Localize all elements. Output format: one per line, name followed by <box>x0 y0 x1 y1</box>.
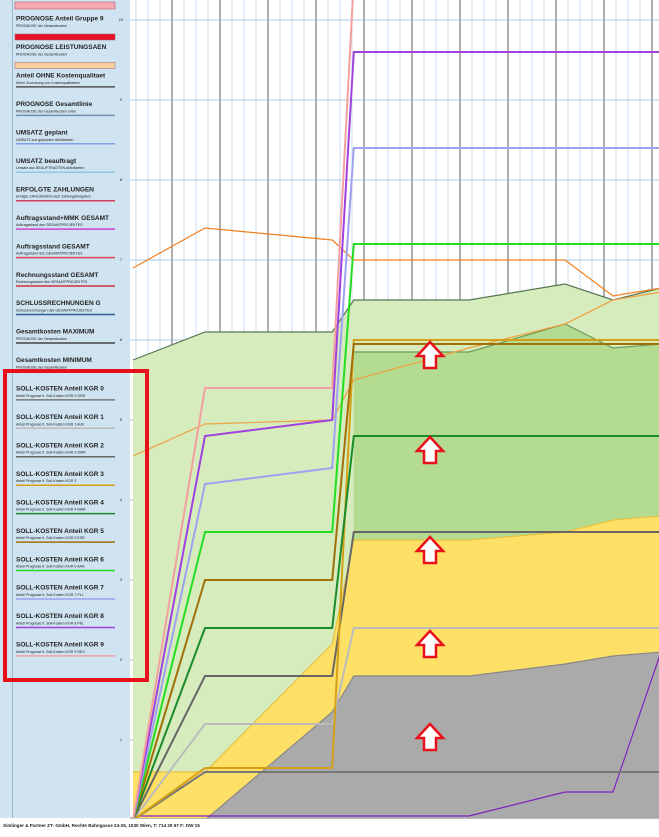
legend-label: PROGNOSE Anteil Gruppe 9 <box>16 16 104 23</box>
legend-label: Auftragsstand GESAMT <box>16 243 90 250</box>
legend-description: PROGNOSE der Gesamtkosten <box>16 24 67 28</box>
legend-label: SOLL-KOSTEN Anteil KGR 9 <box>16 642 104 649</box>
legend-description: Erfolgte ZAHLUNGEN nach Zahlungsfreigabe… <box>16 195 91 199</box>
legend-description: Anteil Prognose lt. Soll-Kosten KGR 1 AU… <box>16 422 85 426</box>
legend-description: Anteil Prognose lt. Soll-Kosten KGR 2 BW… <box>16 451 86 455</box>
y-tick-label: 9 <box>120 97 123 102</box>
legend-label: Anteil OHNE Kostenqualitaet <box>16 73 106 80</box>
line <box>132 291 659 457</box>
y-tick-label: 5 <box>120 417 123 422</box>
line <box>132 147 659 818</box>
legend-panel <box>0 0 130 818</box>
line <box>134 771 659 818</box>
legend-description: PROGNOSE der Gesamtkosten <box>16 52 67 56</box>
legend-label: SOLL-KOSTEN Anteil KGR 2 <box>16 442 104 449</box>
legend-label: SOLL-KOSTEN Anteil KGR 6 <box>16 556 104 563</box>
line <box>132 227 659 297</box>
line <box>132 243 659 818</box>
annotations <box>414 340 446 752</box>
y-tick-label: 4 <box>120 497 123 502</box>
line <box>133 655 659 817</box>
legend-label: SOLL-KOSTEN Anteil KGR 1 <box>16 414 104 421</box>
legend-label: Gesamtkosten MINIMUM <box>16 357 92 364</box>
legend-label: SOLL-KOSTEN Anteil KGR 0 <box>16 386 104 393</box>
footer: Simlinger & Partner ZT- GmbH, Rechte Bah… <box>3 823 200 828</box>
arrow <box>414 722 446 752</box>
legend-description: Schlussrechnungen des GESAMTPROJEKTES <box>16 308 93 312</box>
legend-description: Anteil Prognose lt. Soll-Kosten KGR 5 ES… <box>16 536 85 540</box>
legend-label: SOLL-KOSTEN Anteil KGR 4 <box>16 499 104 506</box>
line <box>133 627 659 818</box>
legend-description: Anteil Prognose lt. Soll-Kosten KGR 9 RE… <box>16 650 85 654</box>
legend-label: PROGNOSE LEISTUNGSAEN <box>16 44 107 51</box>
legend-swatch <box>14 33 116 41</box>
legend-description: Keine Zuordnung von Kostenqualitaeten <box>16 81 80 85</box>
legend-description: PROGNOSE der Gesamtkosten unter <box>16 109 77 113</box>
legend-label: SOLL-KOSTEN Anteil KGR 7 <box>16 585 104 592</box>
line <box>132 0 354 818</box>
arrow <box>414 340 446 370</box>
line <box>132 435 659 818</box>
legend-label: SCHLUSSRECHNUNGEN G <box>16 300 101 307</box>
arrow <box>414 535 446 565</box>
legend-description: Auftragsstand des GESAMTPROJEKTES <box>16 252 83 256</box>
legend-label: PROGNOSE Gesamtlinie <box>16 101 93 108</box>
legend-swatch <box>14 62 116 69</box>
y-tick-label: 8 <box>120 177 123 182</box>
legend-label: Rechnungsstand GESAMT <box>16 272 98 279</box>
line <box>132 343 659 818</box>
legend-description: Anteil Prognose lt. Soll-Kosten KGR 6 AA… <box>16 565 85 569</box>
legend-label: Gesamtkosten MAXIMUM <box>16 329 94 336</box>
legend-description: Anteil Prognose lt. Soll-Kosten KGR 8 PK… <box>16 621 84 625</box>
legend-description: PROGNOSE der Gesamtkosten <box>16 365 67 369</box>
y-tick-label: 7 <box>120 257 123 262</box>
legend-description: Anteil Prognose lt. Soll-Kosten KGR 7 PL… <box>16 593 84 597</box>
highlight-box <box>3 369 149 682</box>
legend-label: UMSATZ geplant <box>16 130 68 137</box>
legend-description: Rechnungsstand des GESAMTPROJEKTES <box>16 280 88 284</box>
legend-label: SOLL-KOSTEN Anteil KGR 3 <box>16 471 104 478</box>
arrow <box>414 629 446 659</box>
line <box>134 339 659 818</box>
legend-description: Umsatz aus BEAUFTRAGTEN Aktivitaeten <box>16 166 85 170</box>
y-tick-label: 6 <box>120 337 123 342</box>
area-edge <box>206 651 659 818</box>
legend-label: UMSATZ beauftragt <box>16 158 77 165</box>
legend-description: PROGNOSE der Gesamtkosten <box>16 337 67 341</box>
area-edge <box>133 515 659 773</box>
legend-description: UMSATZ aus geplanten Aktivitaeten <box>16 138 73 142</box>
legend-description: Auftragsstand des GESAMTPROJEKTES <box>16 223 83 227</box>
plot <box>132 0 659 818</box>
legend-label: SOLL-KOSTEN Anteil KGR 5 <box>16 528 104 535</box>
arrow <box>414 435 446 465</box>
y-tick-label: 3 <box>120 577 123 582</box>
legend-label: ERFOLGTE ZAHLUNGEN <box>16 186 94 193</box>
y-tick-label: 2 <box>120 657 123 662</box>
legend-description: Anteil Prognose lt. Soll-Kosten KGR 3 <box>16 479 76 483</box>
legend-description: Anteil Prognose lt. Soll-Kosten KGR 0 GR… <box>16 394 86 398</box>
legend-description: Anteil Prognose lt. Soll-Kosten KGR 4 BW… <box>16 508 86 512</box>
y-tick-label: 10 <box>119 17 124 22</box>
line <box>132 51 659 818</box>
legend-label: SOLL-KOSTEN Anteil KGR 8 <box>16 613 104 620</box>
legend-swatch <box>14 1 116 10</box>
panel-border <box>12 0 13 818</box>
area-edge <box>132 283 659 361</box>
legend-label: Auftragsstand+MMK GESAMT <box>16 215 109 222</box>
y-tick-label: 1 <box>120 737 123 742</box>
line <box>132 531 659 818</box>
